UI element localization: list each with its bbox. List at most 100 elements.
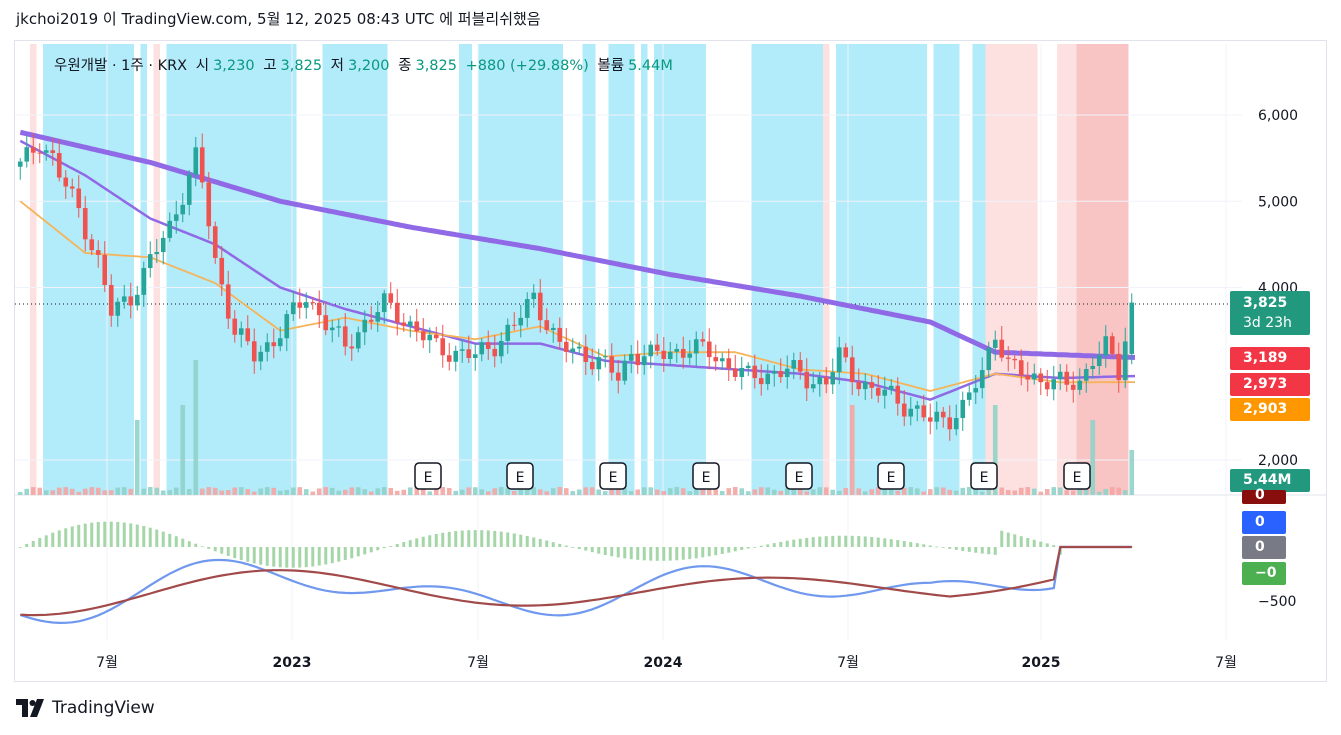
osc-hist-12: [96, 522, 100, 547]
candle-67: [453, 345, 459, 372]
candle-65: [440, 324, 446, 368]
candle-body-159: [1051, 379, 1057, 390]
earnings-marker-6[interactable]: E: [970, 462, 998, 490]
candle-body-35: [245, 328, 251, 342]
osc-hist-54: [369, 547, 373, 553]
candle-body-111: [739, 367, 745, 377]
volume-bar-49: [336, 490, 342, 495]
candle-17: [128, 282, 134, 319]
candle-body-18: [134, 294, 140, 306]
candle-body-49: [336, 326, 342, 328]
volume-bar-74: [498, 487, 504, 495]
candle-body-34: [238, 328, 244, 335]
osc-hist-146: [967, 547, 971, 552]
osc-hist-102: [681, 547, 685, 560]
candle-139: [921, 394, 927, 422]
candle-10: [82, 195, 88, 252]
candle-149: [986, 341, 992, 378]
volume-bar-137: [908, 487, 914, 495]
volume-bar-41: [284, 489, 290, 495]
candle-162: [1070, 371, 1076, 403]
candle-body-97: [648, 344, 654, 357]
osc-hist-100: [668, 547, 672, 561]
volume-bar-20: [147, 487, 153, 495]
candle-45: [310, 296, 316, 310]
candle-body-134: [888, 385, 894, 390]
osc-hist-121: [805, 537, 809, 547]
volume-bar-128: [849, 405, 855, 495]
candle-106: [706, 328, 712, 370]
candle-body-149: [986, 347, 992, 371]
candle-body-95: [635, 354, 641, 366]
candle-body-160: [1057, 371, 1063, 380]
earnings-marker-5[interactable]: E: [877, 462, 905, 490]
volume-bar-119: [791, 487, 797, 495]
volume-bar-48: [329, 487, 335, 495]
osc-hist-81: [545, 540, 549, 547]
candle-32: [225, 270, 231, 329]
volume-bar-106: [706, 487, 712, 495]
volume-bar-132: [875, 487, 881, 495]
candle-58: [394, 289, 400, 336]
candle-81: [544, 308, 550, 335]
candle-body-114: [758, 378, 764, 385]
volume-bar-156: [1031, 488, 1037, 495]
volume-bar-60: [407, 487, 413, 495]
osc-hist-48: [330, 547, 334, 564]
candle-body-162: [1070, 384, 1076, 390]
volume-bar-17: [128, 488, 134, 495]
earnings-marker-3[interactable]: E: [692, 462, 720, 490]
volume-bar-38: [264, 487, 270, 495]
candle-body-158: [1044, 382, 1050, 390]
candle-109: [726, 348, 732, 382]
volume-bar-5: [50, 490, 56, 495]
volume-bar-102: [680, 488, 686, 495]
earnings-marker-label-7: E: [1073, 470, 1082, 486]
volume-bar-169: [1116, 487, 1122, 495]
earnings-marker-4[interactable]: E: [785, 462, 813, 490]
osc-hist-46: [317, 547, 321, 566]
earnings-marker-1[interactable]: E: [506, 462, 534, 490]
osc-badge-3: 0: [1242, 536, 1286, 559]
volume-bar-7: [63, 487, 69, 495]
brand-footer[interactable]: TradingView: [16, 698, 155, 718]
volume-bar-98: [654, 489, 660, 495]
osc-hist-83: [558, 543, 562, 547]
osc-hist-56: [382, 547, 386, 549]
osc-hist-19: [142, 526, 146, 547]
candle-41: [284, 310, 290, 352]
osc-badge-4: −0: [1242, 562, 1286, 585]
earnings-marker-7[interactable]: E: [1063, 462, 1091, 490]
volume-bar-87: [583, 487, 589, 495]
osc-hist-127: [844, 535, 848, 547]
candle-body-161: [1064, 371, 1070, 385]
volume-bar-155: [1025, 487, 1031, 495]
osc-tick-label-0: −500: [1258, 594, 1296, 610]
volume-bar-18: [134, 420, 140, 495]
candle-body-66: [446, 355, 452, 362]
candle-170: [1122, 327, 1128, 388]
symbol-name: 우원개발 · 1주 · KRX: [54, 58, 188, 74]
candle-115: [765, 364, 771, 391]
osc-hist-62: [421, 536, 425, 547]
last-price-value: 3,825: [1243, 295, 1288, 311]
candle-1: [24, 136, 30, 168]
earnings-marker-0[interactable]: E: [414, 462, 442, 490]
earnings-marker-2[interactable]: E: [599, 462, 627, 490]
candle-94: [628, 345, 634, 374]
bg-pink-2: [823, 44, 830, 495]
candle-body-110: [732, 368, 738, 377]
candle-113: [752, 354, 758, 389]
close-value: 3,825: [415, 58, 457, 74]
osc-hist-25: [181, 538, 185, 547]
candle-117: [778, 358, 784, 383]
osc-hist-91: [610, 547, 614, 557]
volume-bar-67: [453, 490, 459, 495]
candle-body-113: [752, 365, 758, 379]
candle-body-42: [290, 302, 296, 315]
candle-146: [966, 385, 972, 406]
candle-40: [277, 326, 283, 352]
osc-hist-76: [512, 533, 516, 547]
candle-body-138: [914, 405, 920, 409]
